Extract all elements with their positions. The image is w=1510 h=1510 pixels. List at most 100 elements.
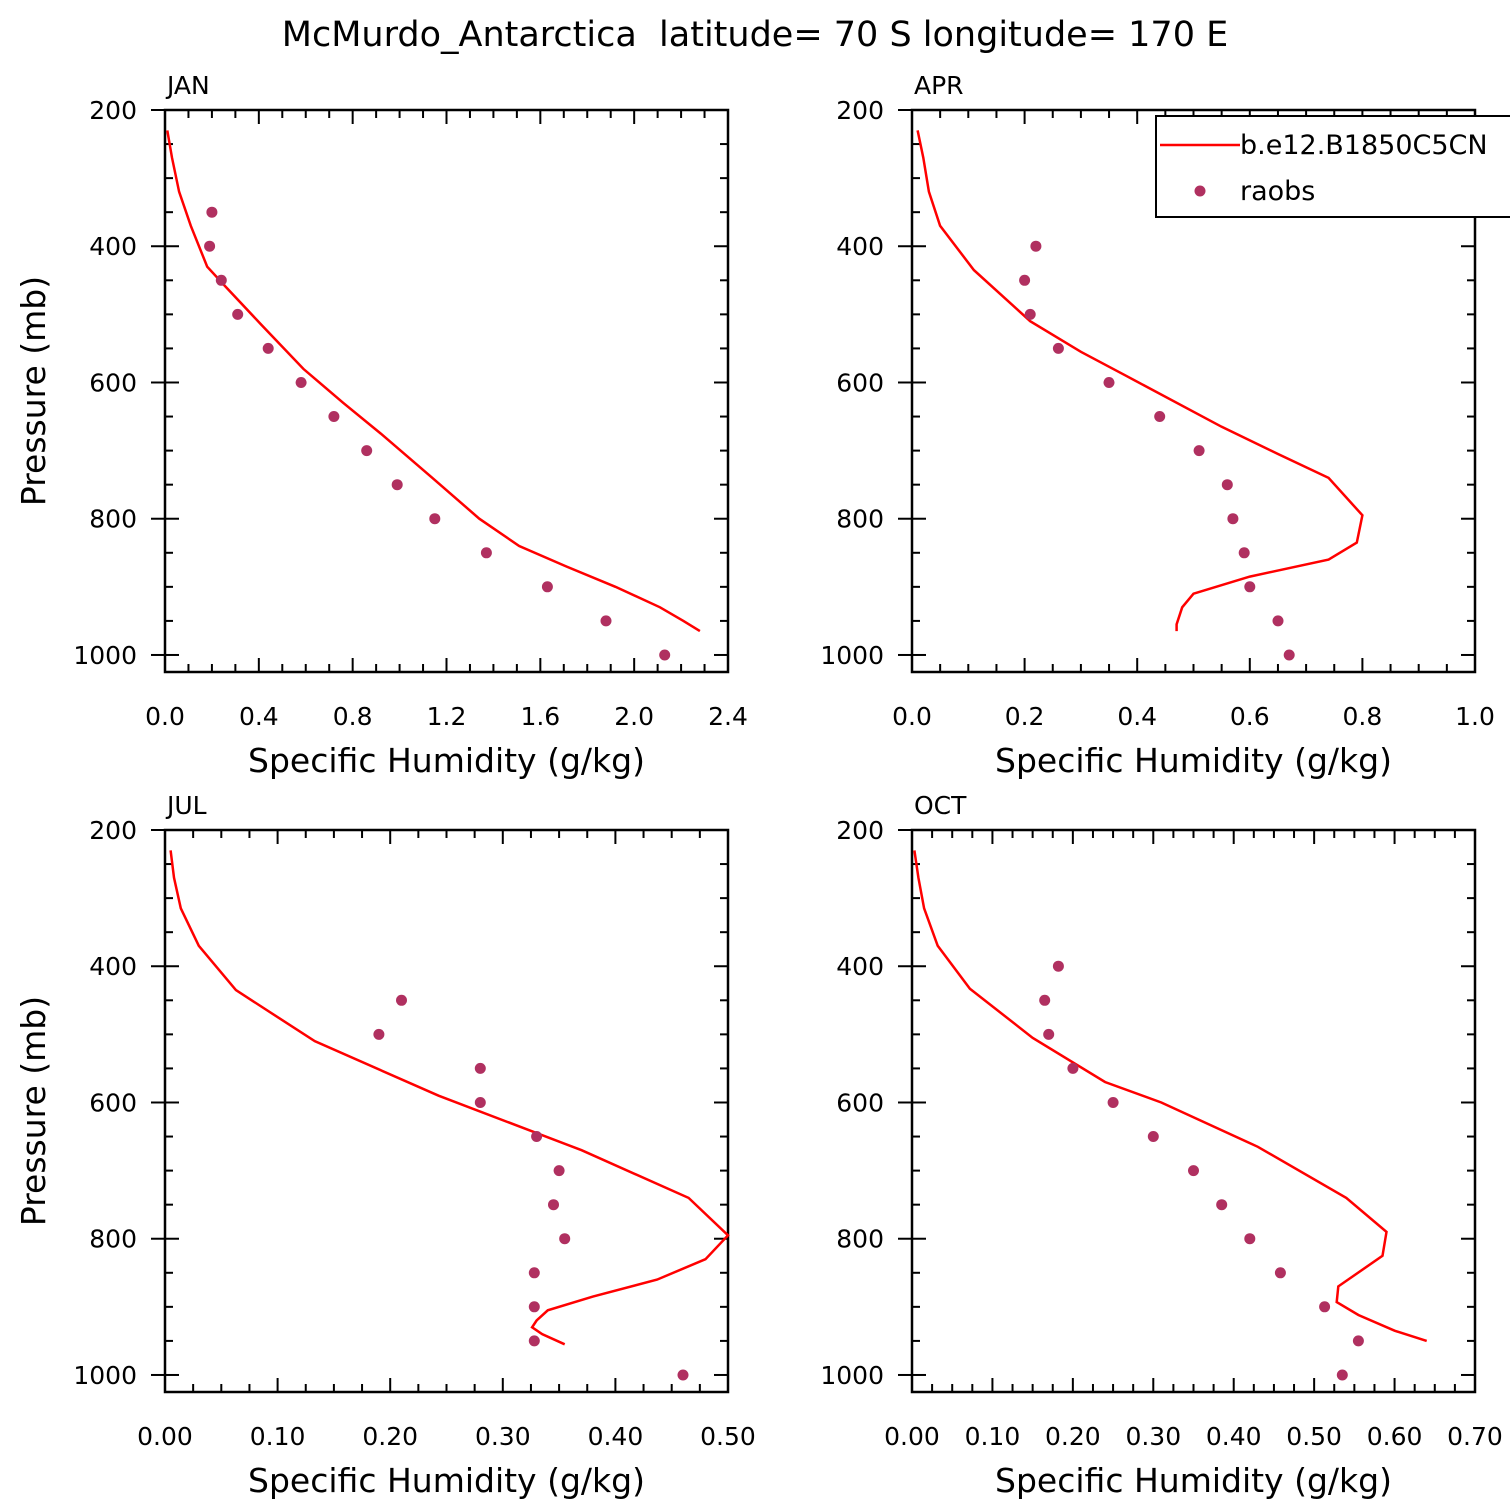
- raobs-point: [215, 274, 227, 286]
- raobs-point: [328, 411, 340, 422]
- y-tick-label: 800: [836, 1225, 884, 1254]
- raobs-point: [204, 240, 216, 252]
- raobs-point: [1067, 1062, 1079, 1074]
- raobs-point: [1030, 240, 1042, 252]
- raobs-point: [1319, 1301, 1331, 1313]
- panels: JAN 0.0 0.4 0.8 1.2 1.6 2.0 2.4 200 400 600 800 1000…: [14, 71, 1503, 1500]
- raobs-point: [429, 513, 441, 525]
- panel-label: APR: [914, 71, 964, 100]
- y-axis-label: Pressure (mb): [14, 996, 53, 1226]
- raobs-point: [206, 206, 218, 218]
- raobs-point: [1103, 377, 1115, 388]
- x-tick-label: 0.30: [475, 1422, 531, 1451]
- y-tick-label: 1000: [73, 641, 137, 670]
- raobs-point: [553, 1165, 565, 1177]
- raobs-point: [528, 1301, 540, 1313]
- raobs-point: [528, 1267, 540, 1279]
- panel-label: JUL: [165, 791, 207, 820]
- plot-frame: [910, 828, 1477, 1394]
- raobs-point: [1024, 308, 1036, 320]
- raobs-point: [262, 342, 274, 354]
- x-tick-label: 0.30: [1125, 1422, 1181, 1451]
- x-tick-label: 0.8: [1343, 702, 1383, 731]
- model-line: [916, 130, 1364, 632]
- y-tick-label: 1000: [73, 1361, 137, 1390]
- y-tick-label: 200: [836, 96, 884, 125]
- raobs-point: [677, 1369, 689, 1381]
- x-tick-label: 0.40: [1206, 1422, 1262, 1451]
- y-axis-label: Pressure (mb): [14, 276, 53, 506]
- x-tick-label: 1.2: [427, 702, 467, 731]
- raobs-point: [1227, 513, 1239, 525]
- x-tick-label: 0.40: [588, 1422, 644, 1451]
- y-tick-label: 400: [836, 232, 884, 261]
- raobs-point: [1244, 581, 1256, 593]
- x-tick-label: 0.6: [1230, 702, 1270, 731]
- x-tick-label: 0.10: [250, 1422, 306, 1451]
- raobs-point: [548, 1199, 559, 1211]
- x-tick-label: 0.00: [137, 1422, 193, 1451]
- raobs-point: [474, 1097, 486, 1108]
- raobs-point: [1147, 1131, 1159, 1142]
- x-tick-label: 0.4: [1117, 702, 1157, 731]
- raobs-point: [1216, 1199, 1228, 1211]
- legend-box: [1155, 115, 1510, 218]
- raobs-point: [396, 994, 407, 1006]
- legend-label-raobs: raobs: [1240, 176, 1315, 207]
- y-tick-label: 800: [89, 1225, 137, 1254]
- x-tick-label: 0.10: [965, 1422, 1021, 1451]
- x-tick-label: 0.0: [145, 702, 185, 731]
- legend-marker-swatch: [1194, 185, 1206, 197]
- raobs-point: [474, 1062, 486, 1074]
- x-tick-label: 1.6: [520, 702, 560, 731]
- raobs-point: [232, 308, 244, 320]
- x-axis-label: Specific Humidity (g/kg): [248, 741, 645, 780]
- raobs-point: [480, 547, 492, 559]
- panel-label: JAN: [165, 71, 210, 100]
- y-tick-label: 1000: [820, 641, 884, 670]
- raobs-point: [1238, 547, 1250, 559]
- x-tick-label: 0.0: [892, 702, 932, 731]
- raobs-point: [1043, 1028, 1055, 1040]
- model-line: [169, 850, 730, 1346]
- x-tick-label: 0.8: [333, 702, 373, 731]
- x-tick-label: 0.20: [362, 1422, 418, 1451]
- x-axis-label: Specific Humidity (g/kg): [995, 741, 1392, 780]
- x-axis-label: Specific Humidity (g/kg): [995, 1461, 1392, 1500]
- y-tick-label: 400: [89, 232, 137, 261]
- x-tick-label: 1.0: [1455, 702, 1495, 731]
- y-tick-label: 600: [89, 1088, 137, 1117]
- legend: b.e12.B1850C5CN raobs: [1155, 115, 1510, 218]
- plot-frame: [163, 828, 730, 1394]
- y-tick-label: 1000: [820, 1361, 884, 1390]
- y-tick-label: 400: [836, 952, 884, 981]
- raobs-point: [1154, 411, 1166, 422]
- panel-jul: JUL 0.00 0.10 0.20 0.30 0.40 0.50 200 400 600 800 1…: [14, 791, 756, 1500]
- raobs-point: [1221, 479, 1233, 491]
- raobs-point: [1244, 1233, 1256, 1245]
- x-tick-label: 0.60: [1367, 1422, 1423, 1451]
- raobs-point: [391, 479, 403, 491]
- raobs-point: [295, 377, 307, 388]
- y-tick-label: 600: [836, 1088, 884, 1117]
- raobs-point: [373, 1028, 385, 1040]
- y-tick-label: 800: [89, 505, 137, 534]
- x-tick-label: 2.4: [708, 702, 748, 731]
- raobs-point: [1193, 445, 1205, 457]
- x-tick-label: 0.20: [1045, 1422, 1101, 1451]
- panel-oct: OCT 0.00 0.10 0.20 0.30 0.40 0.50 0.60 0.70 200 40…: [820, 791, 1502, 1500]
- raobs-point: [600, 615, 612, 627]
- x-tick-label: 0.50: [700, 1422, 756, 1451]
- legend-label-model: b.e12.B1850C5CN: [1240, 130, 1488, 161]
- panel-apr: APR 0.0 0.2 0.4 0.6 0.8 1.0 200 400 600 800 1000 Spe…: [820, 71, 1495, 780]
- raobs-point: [1272, 615, 1284, 627]
- raobs-point: [1188, 1165, 1199, 1177]
- model-line: [913, 850, 1428, 1343]
- x-axis-label: Specific Humidity (g/kg): [248, 1461, 645, 1500]
- y-tick-label: 200: [836, 816, 884, 845]
- raobs-point: [541, 581, 553, 593]
- raobs-point: [531, 1131, 543, 1142]
- y-tick-label: 800: [836, 505, 884, 534]
- raobs-point: [361, 445, 373, 457]
